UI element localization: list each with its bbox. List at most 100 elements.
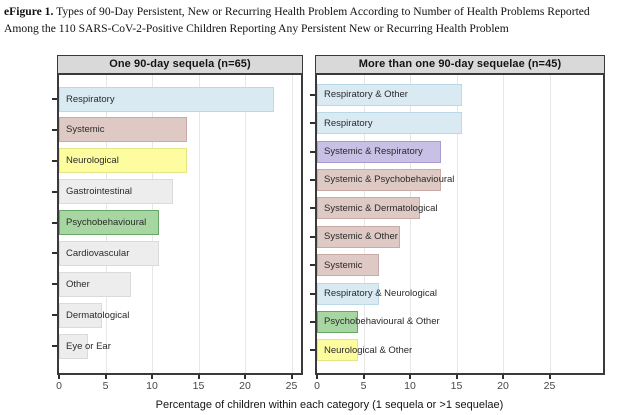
bar-label: Dermatological: [66, 309, 130, 321]
x-tick-mark: [151, 374, 153, 379]
y-tick-mark: [52, 221, 57, 224]
y-tick-mark: [52, 128, 57, 131]
bar: Eye or Ear: [59, 333, 111, 359]
y-tick-mark: [310, 264, 315, 267]
bar-label: Psychobehavioural & Other: [324, 316, 440, 328]
bar-label: Gastrointestinal: [66, 186, 133, 198]
y-tick-mark: [310, 178, 315, 181]
bar-label: Systemic & Psychobehavioural: [324, 174, 455, 186]
x-tick-label: 10: [146, 379, 158, 392]
x-tick-label: 0: [314, 379, 320, 392]
x-tick-label: 25: [285, 379, 298, 392]
x-tick-label: 15: [192, 379, 205, 392]
y-tick-mark: [52, 252, 57, 255]
y-tick-mark: [52, 190, 57, 193]
panel-one-sequela: One 90-day sequela (n=65) 0 5 10 15 20 25 Resp…: [52, 54, 303, 392]
figure-caption-number: eFigure 1.: [4, 5, 54, 18]
gridline: [549, 74, 551, 373]
panel-header-one-sequela: One 90-day sequela (n=65): [57, 54, 303, 74]
bar-label: Systemic: [66, 124, 105, 136]
bar-label: Psychobehavioural: [66, 217, 147, 229]
x-axis-title: Percentage of children within each categ…: [155, 398, 504, 411]
bar: Psychobehavioural & Other: [317, 310, 440, 333]
x-tick-mark: [502, 374, 504, 379]
y-tick-mark: [310, 320, 315, 323]
x-tick-label: 25: [543, 379, 556, 392]
y-tick-mark: [310, 292, 315, 295]
chart-area: One 90-day sequela (n=65) 0 5 10 15 20 25 Resp…: [52, 54, 624, 392]
bar-label: Systemic & Respiratory: [324, 146, 423, 158]
x-tick-label: 10: [404, 379, 416, 392]
x-tick-label: 0: [56, 379, 62, 392]
x-tick-mark: [362, 374, 365, 379]
bar-label: Systemic: [324, 259, 363, 271]
x-tick-mark: [316, 374, 318, 379]
bar: Respiratory & Neurological: [317, 282, 437, 305]
bar-label: Respiratory: [324, 117, 373, 129]
bar: Cardiovascular: [59, 240, 160, 266]
bar: Respiratory: [59, 86, 274, 112]
bar: Systemic & Psychobehavioural: [317, 168, 454, 191]
bar-label: Neurological: [66, 155, 119, 167]
x-tick-mark: [548, 374, 551, 379]
y-tick-mark: [310, 207, 315, 210]
bar: Other: [59, 271, 131, 297]
gridline: [245, 74, 246, 373]
bar: Systemic & Respiratory: [317, 140, 441, 163]
gridline: [363, 74, 365, 373]
x-tick-label: 20: [239, 379, 251, 392]
y-tick-mark: [52, 314, 57, 317]
y-tick-mark: [52, 345, 57, 348]
bar: Systemic: [59, 117, 188, 143]
bar-label: Eye or Ear: [66, 340, 111, 352]
bar: Psychobehavioural: [59, 210, 160, 236]
gridline: [410, 74, 411, 373]
x-tick-mark: [455, 374, 458, 379]
bar-label: Systemic & Dermatological: [324, 202, 438, 214]
x-tick-mark: [104, 374, 107, 379]
bar: Systemic: [317, 254, 380, 277]
bar-label: Systemic & Other: [324, 231, 398, 243]
bar-label: Respiratory: [66, 93, 115, 105]
bar: Respiratory: [317, 112, 463, 135]
y-tick-mark: [310, 349, 315, 352]
bar-label: Respiratory & Neurological: [324, 288, 437, 300]
gridline: [456, 74, 458, 373]
plot-area-one-sequela: 0 5 10 15 20 25 Respiratory Systemic Neurologica…: [52, 73, 303, 392]
bar-label: Neurological & Other: [324, 344, 413, 356]
plot-area-multi-sequelae: 0 5 10 15 20 25 Respiratory & Other Respiratory…: [310, 73, 605, 392]
figure-caption-text: Types of 90-Day Persistent, New or Recur…: [4, 5, 590, 35]
x-tick-mark: [244, 374, 246, 379]
bar-label: Cardiovascular: [66, 247, 130, 259]
bar-label: Respiratory & Other: [324, 89, 408, 101]
y-tick-mark: [310, 150, 315, 153]
x-tick-mark: [58, 374, 60, 379]
bar: Gastrointestinal: [59, 179, 174, 205]
x-tick-label: 20: [497, 379, 509, 392]
x-tick-mark: [197, 374, 200, 379]
figure-caption: eFigure 1. Types of 90-Day Persistent, N…: [0, 0, 624, 38]
bar: Systemic & Other: [317, 225, 400, 248]
x-tick-label: 15: [450, 379, 463, 392]
bar: Respiratory & Other: [317, 83, 463, 106]
y-tick-mark: [310, 93, 315, 96]
bar: Dermatological: [59, 302, 129, 328]
x-tick-mark: [290, 374, 293, 379]
x-tick-mark: [409, 374, 411, 379]
bar-label: Other: [66, 278, 90, 290]
gridline: [198, 74, 200, 373]
y-tick-mark: [310, 235, 315, 238]
y-tick-mark: [52, 283, 57, 286]
panel-header-multi-sequelae: More than one 90-day sequelae (n=45): [315, 54, 605, 74]
y-tick-mark: [52, 98, 57, 101]
y-tick-mark: [52, 159, 57, 162]
bar: Neurological: [59, 148, 188, 174]
gridline: [503, 74, 504, 373]
gridline: [291, 74, 293, 373]
panel-multi-sequelae: More than one 90-day sequelae (n=45) 0 5 1…: [310, 54, 605, 392]
x-tick-label: 5: [102, 379, 109, 392]
bar: Systemic & Dermatological: [317, 197, 438, 220]
x-tick-label: 5: [360, 379, 367, 392]
bar: Neurological & Other: [317, 339, 412, 362]
y-tick-mark: [310, 122, 315, 125]
